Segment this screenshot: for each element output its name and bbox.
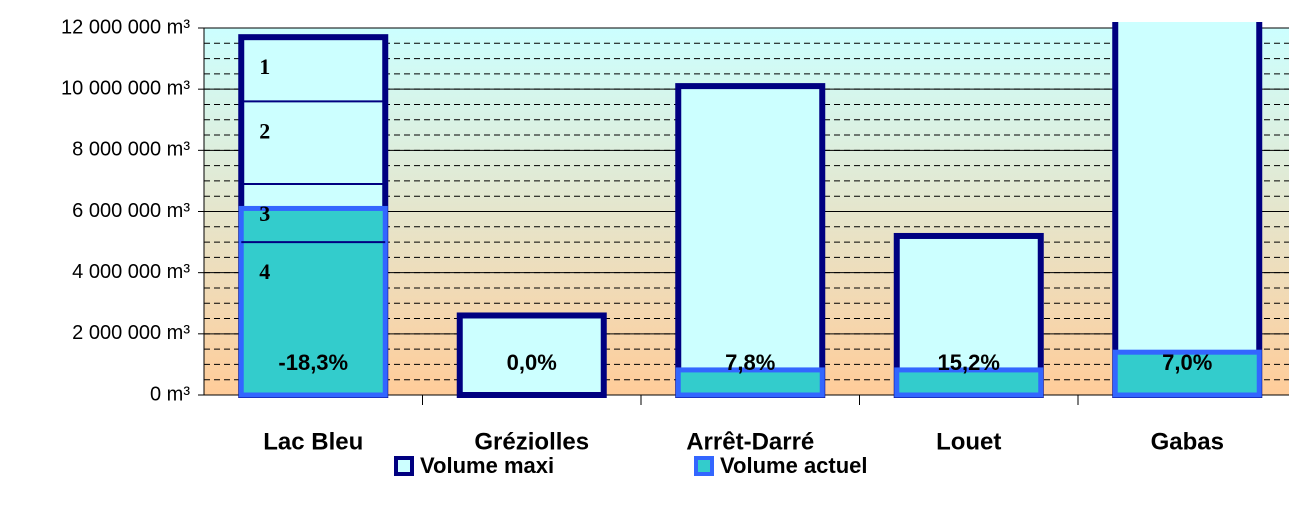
y-tick-label: 2 000 000 m³: [72, 322, 190, 344]
change-label: -18,3%: [278, 350, 348, 375]
y-tick-label: 6 000 000 m³: [72, 200, 190, 222]
change-label: 0,0%: [507, 350, 557, 375]
y-tick-label: 8 000 000 m³: [72, 139, 190, 161]
legend-label: Volume actuel: [720, 453, 868, 478]
bar: [675, 83, 826, 398]
bar: [894, 367, 1044, 398]
change-label: 15,2%: [938, 350, 1000, 375]
bars: [238, 22, 1263, 399]
legend-swatch: [694, 456, 714, 476]
bar: [456, 312, 607, 399]
y-tick-label: 0 m³: [150, 383, 190, 405]
y-tick-label: 12 000 000 m³: [61, 16, 190, 38]
legend-label: Volume maxi: [420, 453, 554, 478]
zone-label: 2: [259, 118, 270, 143]
change-label: 7,8%: [725, 350, 775, 375]
x-tick-label: Lac Bleu: [263, 428, 363, 455]
zone-label: 1: [259, 54, 270, 79]
x-tick-label: Gabas: [1151, 428, 1224, 455]
legend-swatch: [394, 456, 414, 476]
bar: [675, 367, 825, 398]
x-tick-label: Gréziolles: [474, 428, 589, 455]
zone-label: 4: [259, 259, 270, 284]
y-tick-label: 4 000 000 m³: [72, 261, 190, 283]
x-tick-label: Arrêt-Darré: [686, 428, 814, 455]
zone-label: 3: [259, 201, 270, 226]
x-tick-label: Louet: [936, 428, 1001, 455]
bar: [1112, 349, 1262, 398]
bar: [238, 205, 388, 398]
change-label: 7,0%: [1162, 350, 1212, 375]
y-tick-label: 10 000 000 m³: [61, 77, 190, 99]
bar: [1112, 22, 1263, 398]
